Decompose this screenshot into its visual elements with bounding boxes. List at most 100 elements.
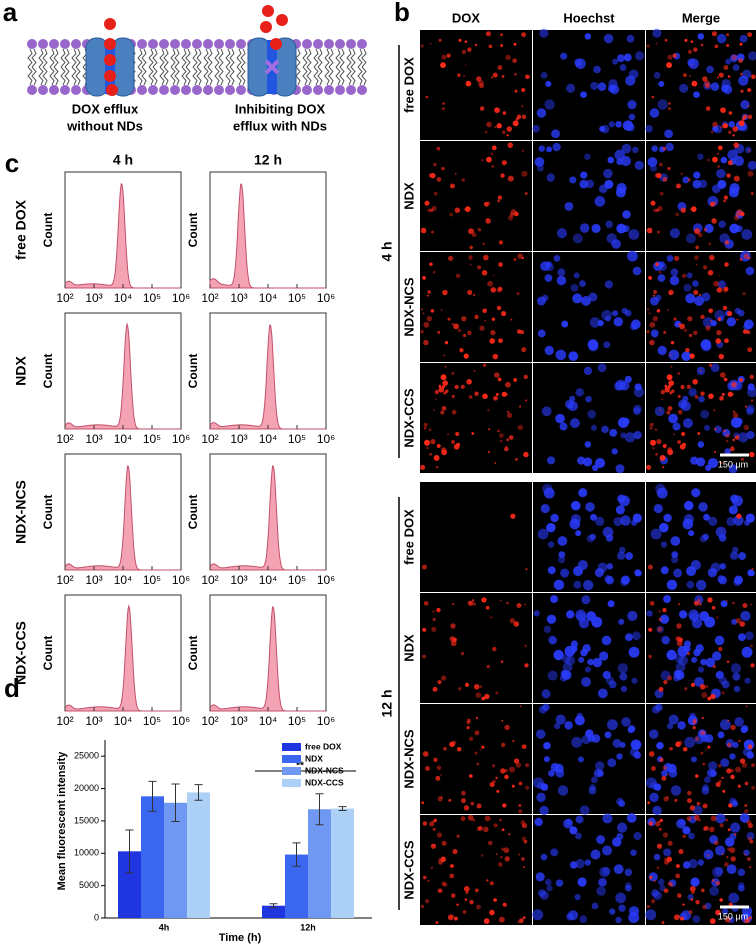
dox-signal (465, 206, 471, 212)
dox-signal (651, 95, 655, 99)
dox-signal (673, 914, 680, 921)
nucleus (555, 879, 564, 887)
error-bar (315, 793, 324, 826)
dox-signal (436, 607, 441, 613)
nucleus (730, 551, 739, 560)
dox-signal (715, 881, 720, 886)
nucleus (667, 763, 677, 773)
nucleus (554, 723, 561, 730)
lipid-tail (214, 48, 220, 68)
dox-signal (508, 215, 514, 221)
dox-signal (655, 262, 659, 266)
nucleus (594, 196, 606, 207)
nucleus (746, 407, 754, 416)
dox-signal (692, 718, 697, 723)
dox-signal (726, 768, 732, 774)
dox-signal (731, 445, 734, 448)
nucleus (678, 655, 689, 666)
dox-signal (698, 293, 702, 297)
lipid-tail (148, 48, 154, 68)
dox-signal (490, 76, 493, 79)
nucleus (547, 456, 556, 465)
nucleus (578, 618, 590, 629)
dox-signal (694, 736, 700, 741)
nucleus (540, 71, 548, 79)
nucleus (546, 885, 553, 892)
dox-signal (516, 292, 520, 296)
histogram (64, 322, 181, 430)
dox-signal (486, 664, 490, 669)
nucleus (688, 388, 697, 397)
dox-signal (708, 363, 713, 367)
dox-signal (734, 833, 737, 836)
dox-signal (473, 370, 476, 372)
dox-signal (646, 44, 650, 48)
nucleus (700, 339, 712, 350)
dox-signal (513, 258, 517, 261)
nucleus (725, 837, 735, 847)
dox-signal (422, 276, 426, 280)
nucleus (734, 717, 744, 727)
dox-signal (737, 784, 741, 788)
nucleus (649, 164, 657, 172)
nucleus (682, 418, 693, 429)
nucleus (652, 891, 662, 900)
dox-signal (675, 873, 681, 879)
x-tick-label: 10³ (85, 432, 102, 446)
dox-signal (666, 309, 669, 312)
nucleus (652, 28, 662, 38)
lipid-tail (174, 48, 180, 68)
dox-signal (492, 353, 499, 360)
nucleus (701, 786, 710, 795)
dox-signal (476, 76, 482, 82)
dox-signal (750, 192, 754, 195)
dox-signal (746, 820, 752, 825)
caption: Inhibiting DOX (235, 101, 326, 116)
lipid-tail (181, 48, 187, 68)
nucleus (546, 173, 555, 182)
dox-signal (714, 450, 717, 453)
dox-signal (695, 774, 699, 778)
dox-signal (674, 798, 678, 802)
nucleus (679, 610, 688, 619)
dox-signal (705, 325, 711, 331)
x-tick-label: 10⁴ (114, 291, 133, 305)
dox-signal (482, 308, 487, 314)
lipid-tail (196, 66, 202, 86)
dox-signal (732, 438, 736, 442)
nucleus (574, 58, 583, 67)
nucleus (628, 725, 636, 733)
lipid-head (192, 85, 202, 95)
nucleus (693, 648, 701, 657)
dox-signal (648, 654, 652, 659)
dox-signal (717, 145, 723, 151)
dox-signal (747, 836, 752, 841)
lipid-head (346, 39, 356, 49)
dox-signal (708, 393, 714, 400)
dox-signal (509, 618, 516, 624)
dox-signal (456, 746, 462, 752)
dox-signal (680, 207, 687, 213)
nucleus (734, 575, 743, 585)
dox-signal (690, 40, 694, 43)
nucleus (665, 142, 674, 152)
dox-signal (429, 262, 433, 266)
dox-signal (466, 378, 472, 385)
dox-signal (719, 395, 724, 401)
nucleus (561, 320, 569, 328)
lipid-head (137, 39, 147, 49)
dox-signal (491, 165, 495, 168)
x-tick-label: 10³ (230, 291, 247, 305)
dox-signal (682, 746, 688, 752)
nucleus (738, 552, 747, 561)
dox-signal (687, 49, 692, 54)
dox-signal (683, 328, 688, 333)
nucleus (557, 785, 569, 796)
scale-bar-label: 150 μm (718, 459, 748, 469)
dox-signal (646, 464, 652, 470)
dox-signal (673, 317, 677, 321)
dox-signal (514, 89, 518, 93)
dox-signal (486, 156, 492, 163)
row-label: NDX-CCS (401, 388, 416, 448)
dox-signal (521, 744, 527, 750)
